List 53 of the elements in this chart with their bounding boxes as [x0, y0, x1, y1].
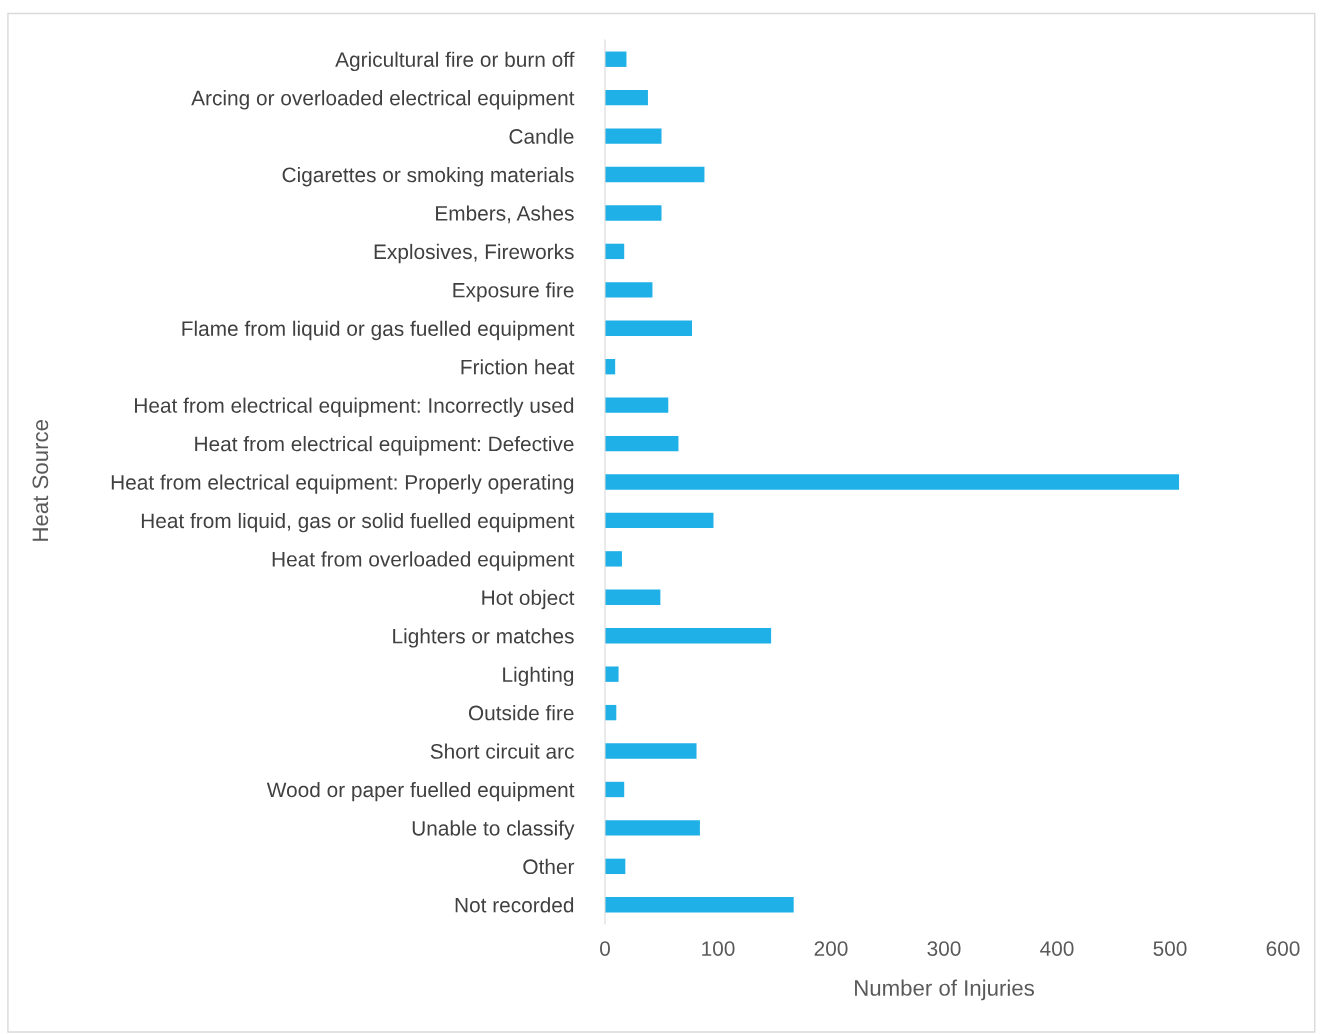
- y-tick-label: Hot object: [482, 589, 575, 610]
- bar: [605, 781, 625, 798]
- bar: [605, 512, 714, 529]
- bar: [605, 589, 661, 605]
- y-tick-label: Embers, Ashes: [436, 205, 574, 224]
- y-tick-label: Unable to classify: [412, 820, 575, 840]
- bar: [605, 820, 700, 836]
- y-tick-label: Arcing or overloaded electrical equipment: [191, 90, 575, 110]
- y-tick-label: Exposure fire: [453, 282, 574, 302]
- bar: [605, 320, 693, 336]
- y-tick-label: Lighters or matches: [393, 628, 574, 648]
- bar: [605, 858, 626, 875]
- bar: [605, 282, 653, 298]
- y-tick-label: Wood or paper fuelled equipment: [266, 781, 575, 802]
- y-tick-label: Agricultural fire or burn off: [335, 51, 575, 72]
- y-tick-label: Heat from electrical equipment: Incorrectly used: [135, 397, 574, 417]
- bar: [605, 628, 772, 644]
- y-tick-label: Heat from electrical equipment: Properly operating: [111, 474, 574, 494]
- y-tick-label: Heat from overloaded equipment: [272, 551, 575, 571]
- bar: [605, 205, 662, 221]
- y-tick-label: Short circuit arc: [430, 743, 574, 759]
- bar: [605, 435, 679, 452]
- x-tick-label: 600: [1266, 941, 1300, 956]
- y-tick-label: Heat from electrical equipment: Defective: [195, 436, 574, 456]
- y-tick-label: Lighting: [503, 666, 574, 687]
- bar: [605, 666, 619, 682]
- x-tick-label: 500: [1153, 941, 1187, 956]
- x-tick-label: 100: [702, 941, 735, 956]
- bar: [605, 128, 662, 144]
- y-tick-label: Other: [523, 858, 575, 875]
- y-tick-label: Heat from liquid, gas or solid fuelled equipment: [141, 512, 575, 533]
- bar: [605, 743, 697, 759]
- x-axis-title: Number of Injuries: [855, 979, 1034, 1001]
- y-tick-label: Outside fire: [468, 705, 574, 721]
- bar: [605, 51, 627, 67]
- y-axis-title: Heat Source: [32, 420, 49, 541]
- y-tick-label: Flame from liquid or gas fuelled equipment: [182, 320, 575, 341]
- x-tick-label: 0: [600, 941, 610, 956]
- x-tick-label: 200: [814, 941, 848, 956]
- x-tick-label: 400: [1040, 941, 1074, 956]
- bar: [605, 474, 1180, 490]
- bar: [605, 89, 648, 106]
- bar: [605, 166, 705, 183]
- y-tick-label: Not recorded: [455, 897, 574, 913]
- y-tick-label: Cigarettes or smoking materials: [282, 166, 574, 187]
- bar: [605, 551, 622, 567]
- y-tick-label: Friction heat: [461, 359, 575, 375]
- bar: [605, 243, 625, 260]
- y-tick-label: Candle: [509, 128, 574, 144]
- x-tick-label: 300: [927, 941, 961, 956]
- y-tick-label: Explosives, Fireworks: [374, 243, 574, 264]
- bar: [605, 397, 669, 413]
- bar: [605, 897, 794, 913]
